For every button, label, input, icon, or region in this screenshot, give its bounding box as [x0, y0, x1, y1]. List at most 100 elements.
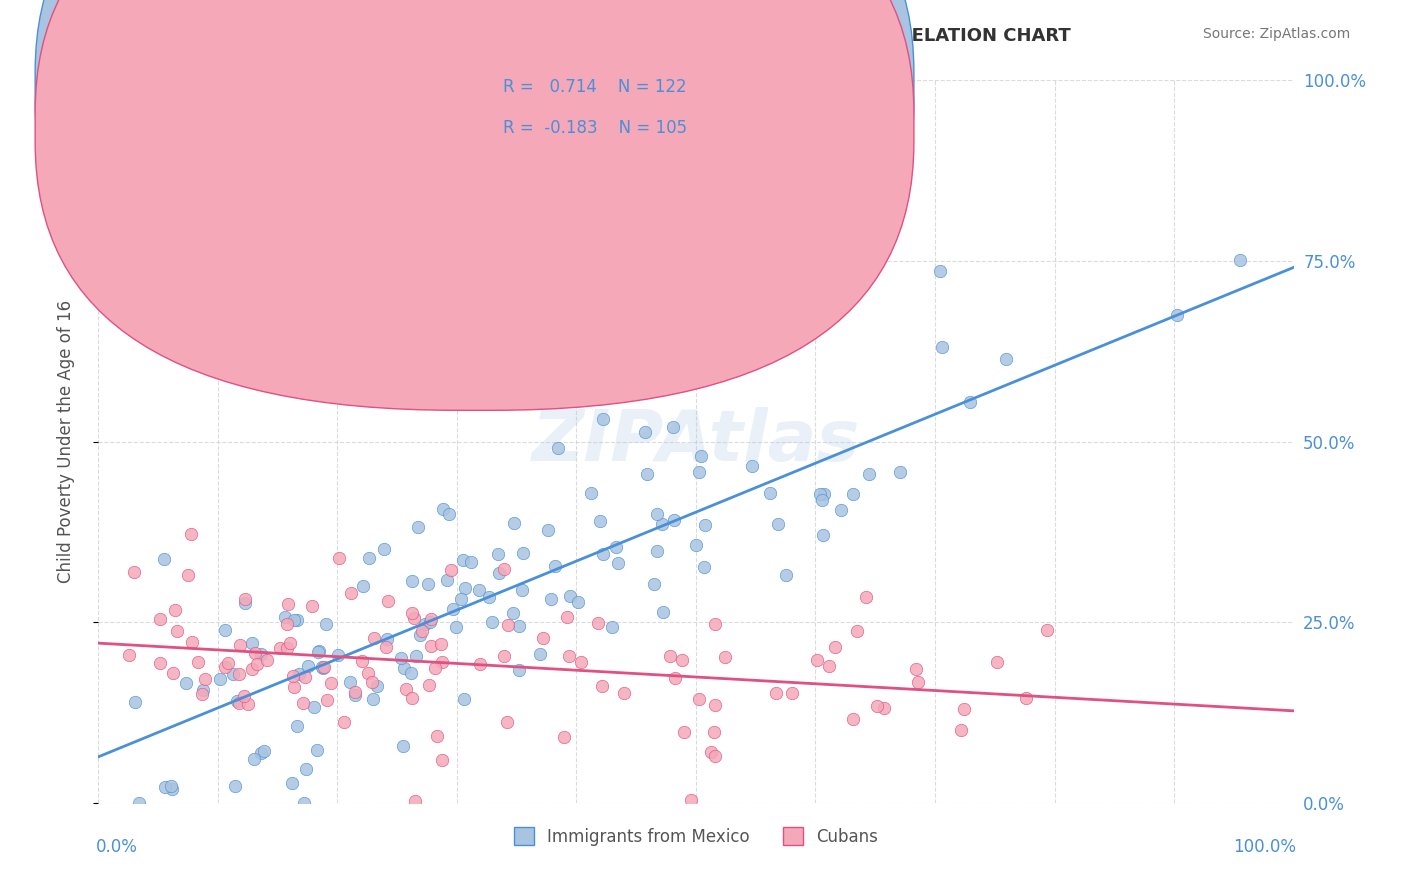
Point	[392, 739, 415, 754]
Point	[128, 796, 150, 810]
Point	[659, 649, 682, 664]
Point	[375, 640, 398, 654]
Text: 100.0%: 100.0%	[1233, 838, 1296, 855]
Point	[162, 665, 184, 680]
Point	[904, 662, 927, 676]
Point	[124, 695, 146, 709]
Point	[406, 520, 429, 534]
Point	[315, 616, 337, 631]
Point	[643, 577, 665, 591]
Point	[240, 636, 263, 650]
Point	[450, 592, 472, 607]
Point	[389, 650, 412, 665]
Point	[352, 578, 374, 592]
Point	[512, 546, 534, 560]
Point	[818, 659, 841, 673]
Point	[664, 671, 686, 685]
Point	[591, 679, 613, 693]
Point	[662, 420, 685, 434]
Point	[607, 556, 630, 570]
Point	[194, 672, 217, 686]
Point	[269, 641, 291, 656]
Point	[394, 661, 416, 675]
Point	[224, 779, 246, 793]
Point	[569, 655, 592, 669]
Point	[242, 752, 264, 766]
Point	[959, 395, 981, 409]
Point	[813, 486, 835, 500]
Point	[176, 567, 198, 582]
Point	[540, 591, 562, 606]
Point	[276, 616, 298, 631]
Point	[496, 618, 519, 632]
Point	[494, 562, 516, 576]
Point	[153, 780, 176, 794]
Point	[688, 466, 710, 480]
Point	[343, 688, 366, 702]
Point	[664, 513, 686, 527]
Point	[685, 539, 707, 553]
Point	[703, 724, 725, 739]
Point	[399, 665, 422, 680]
Point	[688, 692, 710, 706]
Point	[294, 669, 316, 683]
Point	[600, 619, 623, 633]
Point	[846, 624, 869, 638]
Point	[699, 745, 721, 759]
Point	[302, 700, 325, 714]
Point	[842, 487, 865, 501]
Point	[326, 648, 349, 663]
Point	[811, 492, 834, 507]
Point	[314, 659, 336, 673]
Point	[243, 647, 266, 661]
Point	[419, 639, 441, 653]
Point	[311, 660, 333, 674]
Point	[1229, 252, 1251, 267]
Point	[426, 729, 449, 743]
Point	[297, 658, 319, 673]
Point	[636, 467, 658, 482]
Point	[704, 749, 727, 764]
Point	[404, 794, 426, 808]
Point	[401, 606, 423, 620]
Point	[228, 666, 250, 681]
Point	[402, 611, 425, 625]
Point	[929, 264, 952, 278]
Point	[537, 523, 560, 537]
Point	[907, 675, 929, 690]
Point	[413, 616, 436, 631]
Point	[339, 675, 361, 690]
Legend: Immigrants from Mexico, Cubans: Immigrants from Mexico, Cubans	[508, 821, 884, 852]
Point	[277, 597, 299, 611]
Point	[588, 615, 610, 630]
Point	[605, 540, 627, 554]
Point	[811, 527, 834, 541]
Point	[256, 653, 278, 667]
Point	[866, 698, 889, 713]
Point	[160, 781, 183, 796]
Point	[308, 644, 330, 658]
Point	[432, 502, 454, 516]
Point	[488, 566, 510, 581]
Text: Source: ZipAtlas.com: Source: ZipAtlas.com	[1202, 27, 1350, 41]
Point	[321, 676, 343, 690]
Point	[287, 719, 309, 733]
Point	[312, 661, 335, 675]
Point	[889, 465, 911, 479]
Point	[714, 650, 737, 665]
Point	[496, 714, 519, 729]
Point	[235, 595, 257, 609]
Point	[315, 693, 337, 707]
Point	[432, 655, 454, 669]
Point	[451, 553, 474, 567]
Point	[375, 632, 398, 647]
Point	[679, 793, 702, 807]
Point	[418, 678, 440, 692]
Point	[250, 746, 273, 760]
Point	[209, 672, 232, 686]
Point	[401, 574, 423, 588]
Point	[986, 655, 1008, 669]
Point	[226, 694, 249, 708]
Point	[873, 701, 896, 715]
Point	[592, 547, 614, 561]
